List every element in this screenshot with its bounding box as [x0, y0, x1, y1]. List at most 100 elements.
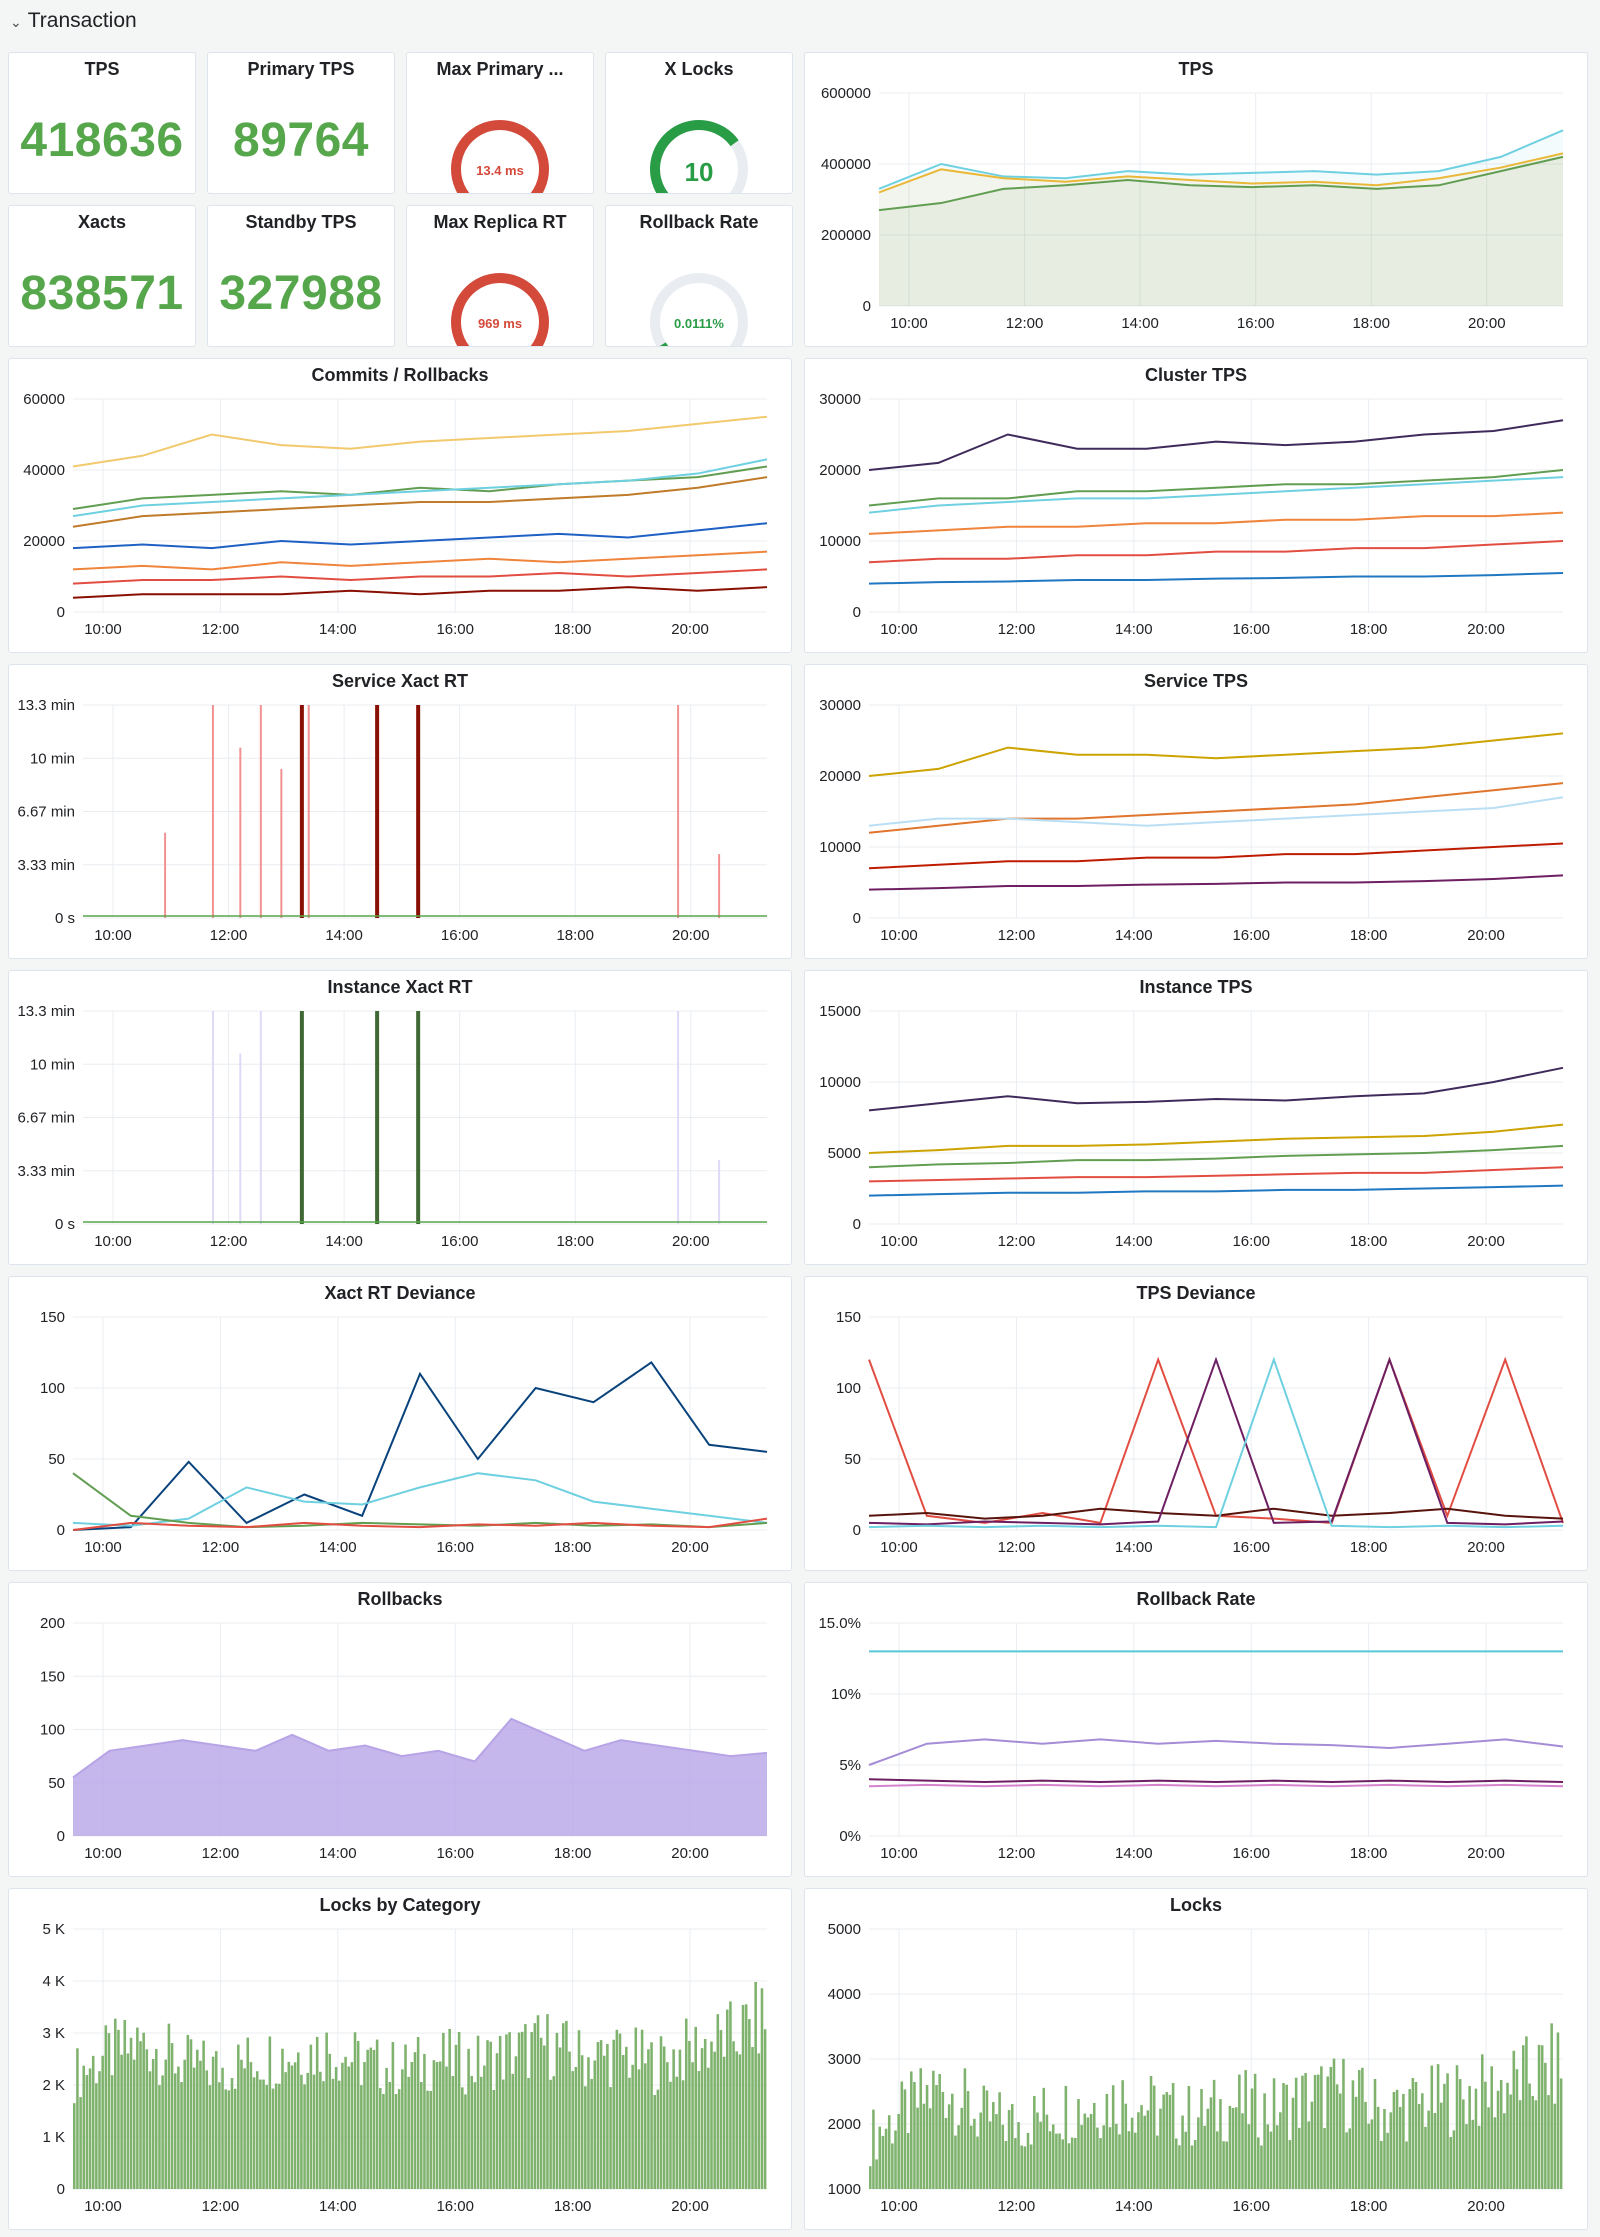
bar-mark: [262, 2079, 265, 2189]
graph-panel-instance-xact-rt[interactable]: Instance Xact RT 0 s 3.33 min 6.67 min 10 m…: [8, 970, 792, 1265]
graph-panel-locks[interactable]: Locks 1000 2000 3000 4000 5000 10:00 12:00 14:0…: [804, 1888, 1588, 2230]
graph-panel-tps[interactable]: TPS 0 200000 400000 600000 10:00 12:00 14:00 16…: [804, 52, 1588, 347]
bar-mark: [1184, 2131, 1188, 2189]
bar-mark: [681, 2080, 685, 2189]
bar-mark: [1534, 2100, 1538, 2189]
graph-panel-rollbacks[interactable]: Rollbacks 0 50 100 150 200 10:00 12:00 14:00 16:…: [8, 1582, 792, 1877]
stat-panel-primary-tps[interactable]: Primary TPS 89764: [207, 52, 395, 194]
x-tick-label: 14:00: [325, 1233, 363, 1250]
bar-mark: [445, 2066, 448, 2189]
series-line: [868, 1123, 1564, 1154]
bar-mark: [1108, 2127, 1112, 2189]
x-tick-label: 12:00: [998, 927, 1036, 944]
bar-mark: [401, 2069, 404, 2189]
bar-mark: [1253, 2073, 1257, 2189]
bar-mark: [126, 2053, 130, 2189]
graph-panel-service-tps[interactable]: Service TPS 0 10000 20000 30000 10:00 12:00 14…: [804, 664, 1588, 959]
bar-mark: [536, 2015, 540, 2189]
bar-mark: [935, 2085, 938, 2189]
bar-mark: [897, 2113, 900, 2189]
stat-value: 89764: [233, 114, 369, 167]
chevron-down-icon[interactable]: ⌄: [10, 13, 22, 30]
bar-mark: [995, 2114, 998, 2189]
x-tick-label: 18:00: [1350, 1233, 1388, 1250]
bar-mark: [1149, 2076, 1153, 2189]
y-tick-label: 10000: [819, 1074, 861, 1091]
x-tick-label: 20:00: [671, 621, 709, 638]
graph-panel-service-xact-rt[interactable]: Service Xact RT 0 s 3.33 min 6.67 min 10 mi…: [8, 664, 792, 959]
bar-mark: [606, 2044, 609, 2189]
gauge-panel-x-locks[interactable]: X Locks 10: [605, 52, 793, 194]
stat-panel-standby-tps[interactable]: Standby TPS 327988: [207, 205, 395, 347]
bar-mark: [1335, 2084, 1339, 2189]
x-tick-label: 14:00: [1115, 927, 1153, 944]
series-line: [72, 550, 768, 571]
y-tick-label: 0: [863, 298, 871, 315]
bar-mark: [1367, 2123, 1370, 2189]
bar-mark: [1354, 2096, 1358, 2189]
tps-deviance-chart: 0 50 100 150 10:00 12:00 14:00 16:00 18:00 20:00: [836, 1309, 1564, 1556]
bar-mark: [243, 2068, 246, 2189]
y-tick-label: 10%: [831, 1686, 861, 1703]
bar-mark: [423, 2053, 426, 2189]
bar-mark: [224, 2089, 227, 2189]
series-line: [868, 1738, 1564, 1766]
bar-mark: [240, 2059, 243, 2189]
x-tick-label: 10:00: [94, 927, 132, 944]
gauge-panel-max-replica-rt[interactable]: Max Replica RT 969 ms: [406, 205, 594, 347]
stat-value: 327988: [219, 267, 383, 320]
bar-mark: [511, 2073, 515, 2189]
gauge-svg: 969 ms: [451, 273, 549, 346]
gauge-value: 13.4 ms: [476, 163, 524, 178]
bar-mark: [1023, 2146, 1027, 2189]
bar-mark: [1228, 2105, 1232, 2189]
bar-mark: [1266, 2124, 1270, 2189]
bar-mark: [1004, 2140, 1008, 2189]
y-tick-label: 13.3 min: [17, 697, 75, 714]
bar-mark: [378, 2088, 382, 2189]
bar-mark: [957, 2125, 960, 2189]
y-tick-label: 10000: [819, 839, 861, 856]
bar-mark: [688, 2041, 691, 2189]
row-header[interactable]: ⌄ Transaction: [10, 6, 137, 36]
series-line: [72, 1717, 768, 1779]
bar-mark: [1055, 2133, 1058, 2189]
y-tick-label: 3000: [828, 2051, 861, 2068]
graph-panel-xact-rt-deviance[interactable]: Xact RT Deviance 0 50 100 150 10:00 12:00 14:0…: [8, 1276, 792, 1571]
bar-mark: [309, 2044, 313, 2189]
gauge-panel-rollback-rate[interactable]: Rollback Rate 0.0111%: [605, 205, 793, 347]
x-tick-label: 10:00: [890, 315, 928, 332]
bar-mark: [114, 2018, 117, 2189]
gauge-panel-max-primary[interactable]: Max Primary ... 13.4 ms: [406, 52, 594, 194]
stat-panel-tps[interactable]: TPS 418636: [8, 52, 196, 194]
bar-mark: [1509, 2094, 1512, 2189]
graph-panel-rollback-rate[interactable]: Rollback Rate 0% 5% 10% 15.0% 10:00 12:00 14:0…: [804, 1582, 1588, 1877]
bar-mark: [966, 2091, 970, 2189]
gauge: 0.0111%: [606, 250, 792, 346]
x-tick-label: 16:00: [441, 1233, 479, 1250]
bar-mark: [328, 2053, 332, 2189]
bar-mark: [104, 2025, 108, 2189]
bar-mark: [748, 2019, 751, 2189]
graph-panel-cluster-tps[interactable]: Cluster TPS 0 10000 20000 30000 10:00 12:00 14…: [804, 358, 1588, 653]
bar-mark: [719, 2030, 723, 2189]
stat-panel-xacts[interactable]: Xacts 838571: [8, 205, 196, 347]
bar-mark: [404, 2044, 407, 2189]
bar-mark: [136, 2027, 139, 2189]
bar-mark: [303, 2084, 306, 2189]
x-tick-label: 14:00: [319, 621, 357, 638]
bar-mark: [932, 2070, 935, 2189]
bar-mark: [637, 2069, 641, 2189]
bar-mark: [700, 2048, 704, 2189]
graph-panel-commits-rollbacks[interactable]: Commits / Rollbacks 0 20000 40000 60000 10:0…: [8, 358, 792, 653]
commits-rollbacks-chart: 0 20000 40000 60000 10:00 12:00 14:00 16:00 18:0…: [23, 391, 768, 638]
graph-panel-tps-deviance[interactable]: TPS Deviance 0 50 100 150 10:00 12:00 14:00 16:…: [804, 1276, 1588, 1571]
bar-mark: [1480, 2054, 1484, 2189]
x-tick-label: 16:00: [1237, 315, 1275, 332]
y-tick-label: 10 min: [30, 1056, 75, 1073]
bar-mark: [913, 2081, 916, 2189]
y-tick-label: 0: [853, 910, 861, 927]
bar-mark: [498, 2035, 502, 2189]
graph-panel-instance-tps[interactable]: Instance TPS 0 5000 10000 15000 10:00 12:00 14…: [804, 970, 1588, 1265]
